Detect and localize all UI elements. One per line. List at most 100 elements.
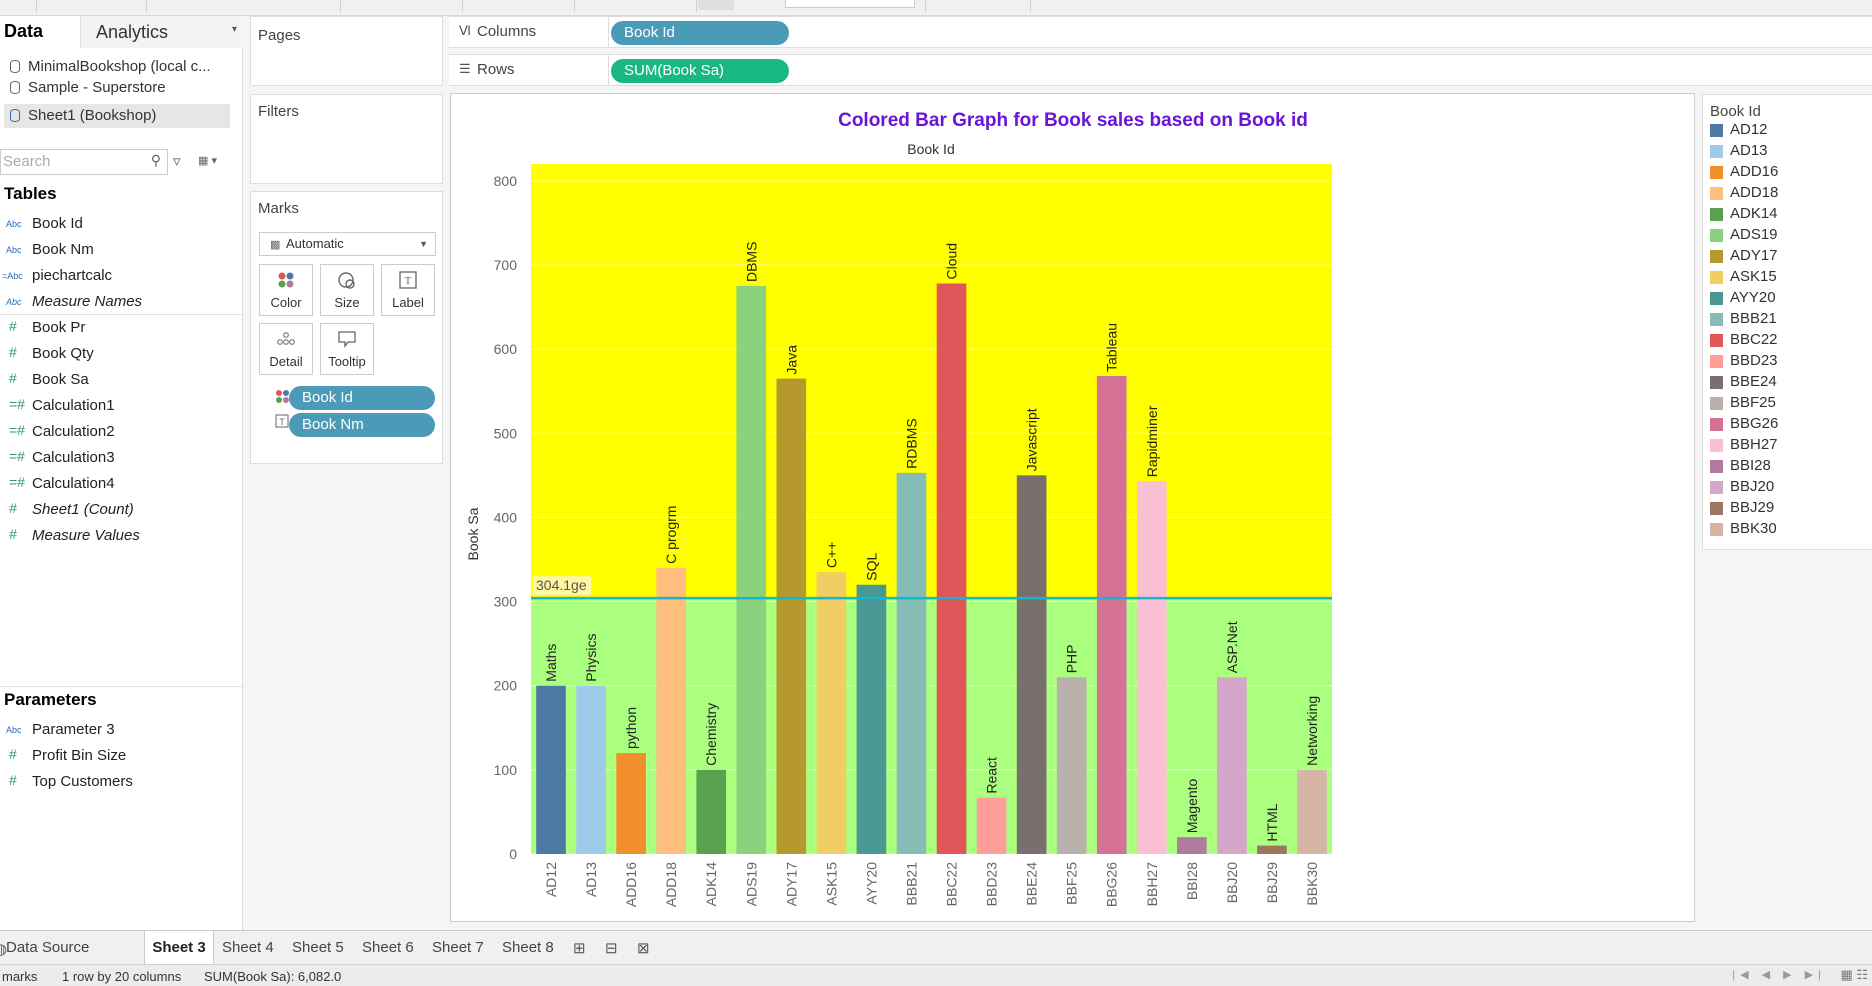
columns-shelf[interactable]: Ⅵ Columns Book Id [449, 16, 1872, 48]
y-tick-label: 300 [494, 594, 518, 610]
bar[interactable] [1056, 677, 1087, 854]
pages-card[interactable]: Pages [250, 16, 443, 86]
legend-item[interactable]: AYY20 [1710, 289, 1776, 309]
bar[interactable] [1136, 481, 1167, 854]
new-story-icon[interactable]: ⊠ [637, 940, 650, 957]
view-mode-icons[interactable]: ▦ ☷ [1840, 967, 1868, 982]
color-legend[interactable]: Book Id AD12 AD13 ADD16 ADD18 ADK14 ADS19 ADY1… [1702, 94, 1872, 550]
legend-item[interactable]: BBB21 [1710, 310, 1777, 330]
parameter-item[interactable]: Abc Parameter 3 [0, 718, 240, 742]
field-item[interactable]: Abc Book Id [0, 212, 240, 236]
new-worksheet-icon[interactable]: ⊞ [573, 940, 586, 957]
bar-chart[interactable]: Colored Bar Graph for Book sales based o… [451, 94, 1696, 923]
field-item[interactable]: # Book Sa [0, 368, 240, 392]
datasource-item[interactable]: MinimalBookshop (local c... [4, 55, 230, 79]
tab-data-source[interactable]: Data Source [6, 939, 90, 956]
color-button[interactable]: Color [259, 264, 313, 316]
field-item[interactable]: =# Calculation4 [0, 472, 240, 496]
bar[interactable] [576, 685, 606, 854]
tab-sheet-5[interactable]: Sheet 5 [292, 939, 344, 956]
legend-item[interactable]: ADD16 [1710, 163, 1778, 183]
chevron-icon[interactable]: ▾ [231, 24, 237, 35]
tab-data[interactable]: Data [0, 16, 80, 48]
bar[interactable] [616, 753, 646, 854]
legend-item[interactable]: ADY17 [1710, 247, 1778, 267]
tab-sheet-3[interactable]: Sheet 3 [144, 931, 214, 964]
field-item[interactable]: # Sheet1 (Count) [0, 498, 240, 522]
field-item[interactable]: # Book Pr [0, 316, 240, 340]
legend-item[interactable]: BBI28 [1710, 457, 1771, 477]
marks-pill-book-id[interactable]: Book Id [289, 386, 435, 410]
bar[interactable] [1096, 376, 1127, 854]
mark-type-dropdown[interactable]: ▩ Automatic ▼ [259, 232, 436, 256]
legend-item[interactable]: ADD18 [1710, 184, 1778, 204]
legend-item[interactable]: BBJ20 [1710, 478, 1774, 498]
legend-item[interactable]: BBE24 [1710, 373, 1777, 393]
filter-icon[interactable]: ▿ [173, 153, 181, 170]
sheet-nav-arrows[interactable]: |◀ ◀ ▶ ▶| [1732, 969, 1826, 981]
legend-item[interactable]: BBC22 [1710, 331, 1778, 351]
field-item[interactable]: # Measure Values [0, 524, 240, 548]
rows-pill[interactable]: SUM(Book Sa) [611, 59, 789, 83]
field-item[interactable]: # Book Qty [0, 342, 240, 366]
view-options-icon[interactable]: ▦ ▾ [198, 155, 217, 167]
bar[interactable] [1016, 475, 1047, 854]
legend-item[interactable]: AD12 [1710, 121, 1768, 141]
tooltip-button[interactable]: Tooltip [320, 323, 374, 375]
datasource-item[interactable]: Sample - Superstore [4, 76, 230, 100]
field-item[interactable]: =# Calculation1 [0, 394, 240, 418]
parameter-item[interactable]: # Top Customers [0, 770, 240, 794]
datasource-item-selected[interactable]: Sheet1 (Bookshop) [4, 104, 230, 128]
tab-sheet-7[interactable]: Sheet 7 [432, 939, 484, 956]
tab-sheet-4[interactable]: Sheet 4 [222, 939, 274, 956]
size-button[interactable]: Size [320, 264, 374, 316]
legend-label: BBJ20 [1730, 478, 1775, 495]
bar[interactable] [536, 685, 566, 854]
legend-item[interactable]: ADK14 [1710, 205, 1778, 225]
bar[interactable] [696, 769, 727, 854]
bar[interactable] [1217, 677, 1247, 854]
label-button[interactable]: T Label [381, 264, 435, 316]
legend-item[interactable]: BBH27 [1710, 436, 1778, 456]
bar[interactable] [776, 378, 807, 854]
bar[interactable] [936, 283, 967, 854]
detail-button[interactable]: Detail [259, 323, 313, 375]
field-item[interactable]: =# Calculation2 [0, 420, 240, 444]
bar-label: Magento [1184, 778, 1200, 833]
legend-item[interactable]: ASK15 [1710, 268, 1777, 288]
field-label: Parameter 3 [32, 721, 115, 738]
new-dashboard-icon[interactable]: ⊟ [605, 940, 618, 957]
legend-item[interactable]: AD13 [1710, 142, 1768, 162]
tab-analytics[interactable]: Analytics ▾ [80, 16, 243, 48]
bar[interactable] [896, 472, 927, 854]
legend-item[interactable]: BBJ29 [1710, 499, 1774, 519]
legend-item[interactable]: BBG26 [1710, 415, 1778, 435]
bar[interactable] [816, 572, 847, 854]
filters-card[interactable]: Filters [250, 94, 443, 184]
parameter-item[interactable]: # Profit Bin Size [0, 744, 240, 768]
legend-item[interactable]: ADS19 [1710, 226, 1778, 246]
x-tick-label: BBB21 [903, 862, 919, 906]
legend-item[interactable]: BBF25 [1710, 394, 1776, 414]
bar[interactable] [1297, 769, 1327, 854]
tab-sheet-8[interactable]: Sheet 8 [502, 939, 554, 956]
field-item[interactable]: Abc Book Nm [0, 238, 240, 262]
tab-sheet-6[interactable]: Sheet 6 [362, 939, 414, 956]
columns-pill[interactable]: Book Id [611, 21, 789, 45]
bar[interactable] [856, 584, 887, 854]
field-item[interactable]: =# Calculation3 [0, 446, 240, 470]
legend-label: AD13 [1730, 142, 1768, 159]
bar[interactable] [1177, 837, 1207, 854]
bar[interactable] [976, 797, 1007, 854]
field-item[interactable]: Abc Measure Names [0, 290, 240, 314]
rows-shelf[interactable]: ☰ Rows SUM(Book Sa) [449, 54, 1872, 86]
search-input[interactable]: Search ⚲ [0, 149, 168, 175]
field-item[interactable]: =Abc piechartcalc [0, 264, 240, 288]
marks-pill-book-nm[interactable]: Book Nm [289, 413, 435, 437]
chart-view[interactable]: Colored Bar Graph for Book sales based o… [450, 93, 1695, 922]
legend-item[interactable]: BBD23 [1710, 352, 1778, 372]
legend-item[interactable]: BBK30 [1710, 520, 1777, 540]
bar[interactable] [656, 567, 686, 854]
bar[interactable] [736, 286, 767, 854]
bar[interactable] [1257, 845, 1287, 854]
